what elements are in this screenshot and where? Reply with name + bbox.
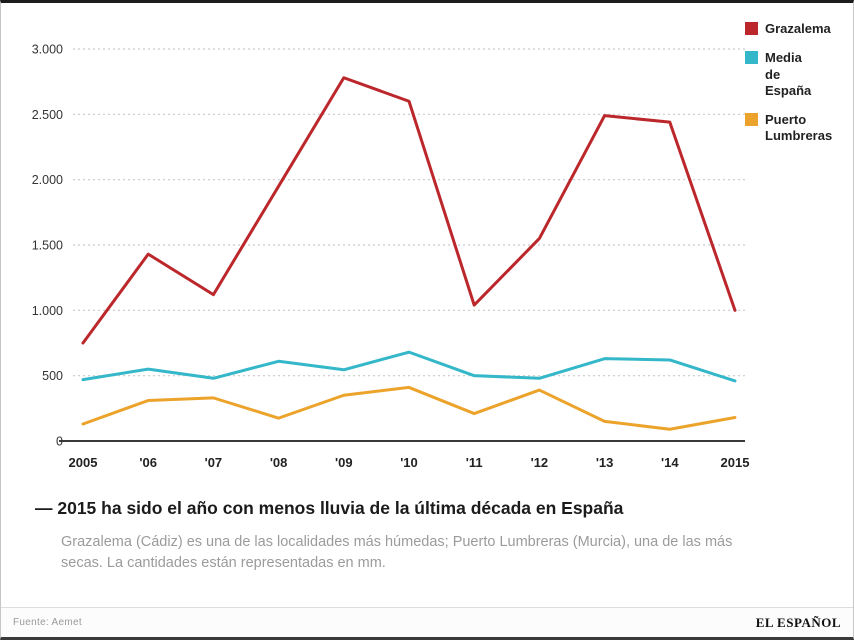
legend-label: Puerto Lumbreras <box>765 112 833 144</box>
legend-item-puerto-lumbreras: Puerto Lumbreras <box>745 112 845 145</box>
chart-area: 0 500 1.000 1.500 2.000 2.500 3.000 2005 '06 '07 '… <box>1 3 853 481</box>
svg-text:1.000: 1.000 <box>32 304 63 318</box>
svg-text:3.000: 3.000 <box>32 43 63 57</box>
legend-swatch <box>745 51 758 65</box>
svg-text:'09: '09 <box>335 455 353 470</box>
svg-text:'07: '07 <box>205 455 223 470</box>
rainfall-line-chart: 0 500 1.000 1.500 2.000 2.500 3.000 2005 '06 '07 '… <box>32 43 750 471</box>
svg-text:2.500: 2.500 <box>32 108 63 122</box>
svg-text:'06: '06 <box>139 455 157 470</box>
svg-text:2015: 2015 <box>721 455 750 470</box>
footer: Fuente: Aemet EL ESPAÑOL <box>1 607 853 637</box>
brand-logo: EL ESPAÑOL <box>755 614 841 630</box>
legend-item-grazalema: Grazalema <box>745 21 845 37</box>
legend-item-media-espana: Media de España <box>745 50 845 99</box>
svg-text:'13: '13 <box>596 455 614 470</box>
legend-swatch <box>745 22 758 35</box>
svg-text:500: 500 <box>42 369 63 383</box>
svg-text:1.500: 1.500 <box>32 239 63 253</box>
svg-text:2005: 2005 <box>69 455 98 470</box>
chart-subtitle: Grazalema (Cádiz) es una de las localida… <box>61 533 733 571</box>
legend-swatch <box>745 113 758 126</box>
svg-text:'11: '11 <box>466 455 483 470</box>
svg-text:'14: '14 <box>661 455 679 470</box>
svg-text:'12: '12 <box>531 455 549 470</box>
source-label: Fuente: Aemet <box>13 617 82 628</box>
svg-text:2.000: 2.000 <box>32 173 63 187</box>
svg-text:'08: '08 <box>270 455 288 470</box>
legend-label: Media de España <box>765 50 812 98</box>
svg-text:0: 0 <box>56 435 63 449</box>
chart-headline: — 2015 ha sido el año con menos lluvia d… <box>35 498 624 518</box>
legend-label: Grazalema <box>765 21 831 36</box>
chart-legend: Grazalema Media de España Puerto Lumbrer… <box>745 21 845 158</box>
svg-text:'10: '10 <box>400 455 418 470</box>
